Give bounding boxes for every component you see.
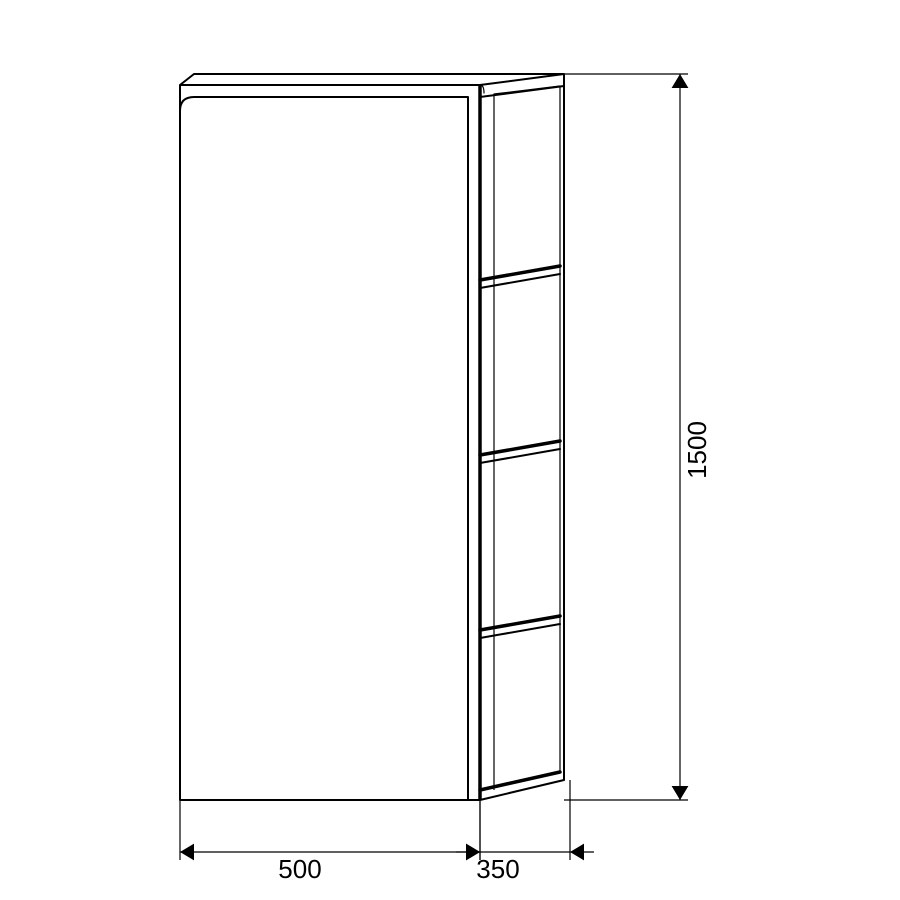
cabinet-technical-drawing: 500 350 1500 bbox=[0, 0, 900, 900]
svg-text:1500: 1500 bbox=[682, 421, 712, 479]
svg-text:500: 500 bbox=[278, 854, 321, 884]
svg-text:350: 350 bbox=[476, 854, 519, 884]
